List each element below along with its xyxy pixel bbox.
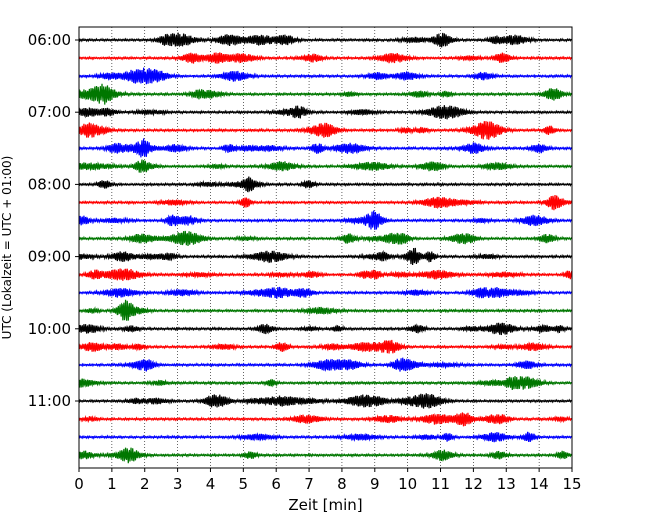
seismic-trace — [78, 176, 573, 193]
seismic-trace — [78, 105, 573, 120]
y-tick-label: 06:00 — [28, 31, 71, 49]
seismic-trace — [78, 268, 573, 281]
seismic-trace — [78, 138, 573, 158]
seismic-trace — [78, 210, 573, 230]
x-tick-label: 6 — [271, 475, 281, 493]
x-tick-label: 12 — [464, 475, 483, 493]
seismic-trace — [78, 67, 573, 85]
y-tick-label: 11:00 — [28, 392, 71, 410]
x-tick-label: 5 — [239, 475, 249, 493]
x-axis-label: Zeit [min] — [288, 496, 362, 514]
x-tick-label: 15 — [562, 475, 581, 493]
y-axis-ticks: 06:00 07:00 08:00 09:00 10:00 11:00 — [28, 31, 79, 410]
seismic-trace — [78, 447, 573, 464]
seismic-trace — [78, 52, 573, 64]
y-tick-label: 09:00 — [28, 248, 71, 266]
seismic-trace — [78, 194, 573, 211]
seismic-trace — [78, 247, 573, 265]
x-axis-ticks: 0 1 2 3 4 5 6 7 8 9 10 11 12 13 14 15 — [74, 468, 582, 493]
seismic-trace — [78, 159, 573, 173]
y-tick-label: 08:00 — [28, 175, 71, 193]
y-axis-label: UTC (Lokalzeit = UTC + 01:00) — [0, 156, 14, 340]
seismic-trace — [78, 339, 573, 354]
x-tick-label: 7 — [304, 475, 314, 493]
x-tick-label: 9 — [370, 475, 380, 493]
seismic-traces — [78, 32, 573, 464]
seismic-trace — [78, 299, 573, 321]
x-tick-label: 2 — [140, 475, 150, 493]
seismic-trace — [78, 121, 573, 140]
seismic-trace — [78, 431, 573, 443]
x-tick-label: 1 — [107, 475, 117, 493]
plot-frame — [78, 26, 573, 469]
x-tick-label: 10 — [398, 475, 417, 493]
x-tick-label: 13 — [497, 475, 516, 493]
seismic-trace — [78, 286, 573, 299]
x-tick-label: 4 — [206, 475, 216, 493]
x-tick-label: 11 — [431, 475, 450, 493]
seismic-trace — [78, 83, 573, 105]
seismic-trace — [78, 376, 573, 391]
seismic-trace — [78, 322, 573, 336]
x-tick-label: 3 — [173, 475, 183, 493]
y-tick-label: 07:00 — [28, 103, 71, 121]
seismic-trace — [78, 230, 573, 247]
x-tick-label: 0 — [74, 475, 84, 493]
seismic-trace — [78, 357, 573, 373]
seismic-trace — [78, 393, 573, 409]
x-tick-label: 8 — [337, 475, 347, 493]
seismic-trace — [78, 32, 573, 48]
seismic-trace — [78, 412, 573, 427]
y-tick-label: 10:00 — [28, 320, 71, 338]
x-tick-label: 14 — [530, 475, 549, 493]
